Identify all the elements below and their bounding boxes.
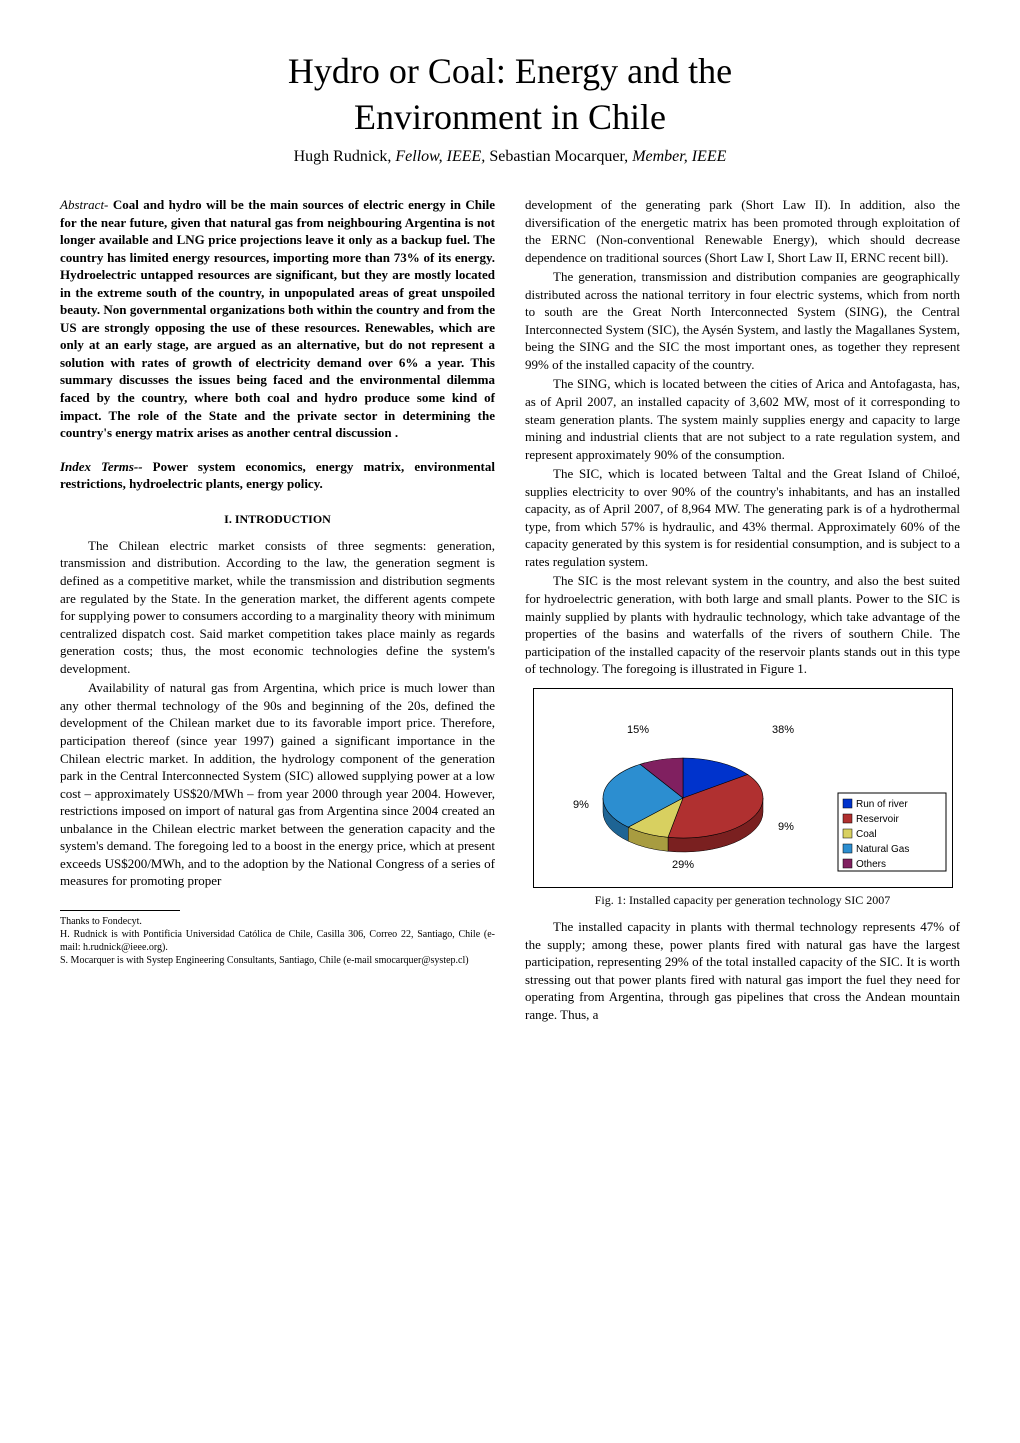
author1-affil: Fellow, IEEE, xyxy=(395,148,489,165)
svg-text:9%: 9% xyxy=(573,799,589,811)
section-heading-introduction: I. INTRODUCTION xyxy=(60,511,495,527)
abstract-text: Coal and hydro will be the main sources … xyxy=(60,197,495,440)
svg-text:Others: Others xyxy=(856,859,886,870)
pie-chart-svg: 15% 38% 9% 29% 9% Run of river Reservoir Coal Na… xyxy=(533,688,953,888)
svg-text:Coal: Coal xyxy=(856,829,877,840)
two-column-layout: Abstract- Coal and hydro will be the mai… xyxy=(60,196,960,1025)
abstract-label: Abstract- xyxy=(60,197,113,212)
index-terms: Index Terms-- Power system economics, en… xyxy=(60,458,495,493)
svg-text:Natural Gas: Natural Gas xyxy=(856,844,909,855)
footnote-2: H. Rudnick is with Pontificia Universida… xyxy=(60,928,495,954)
right-para-1: development of the generating park (Shor… xyxy=(525,196,960,266)
svg-text:15%: 15% xyxy=(626,724,648,736)
footnote-1: Thanks to Fondecyt. xyxy=(60,915,495,928)
svg-text:29%: 29% xyxy=(671,859,693,871)
svg-text:Reservoir: Reservoir xyxy=(856,814,899,825)
right-para-2: The generation, transmission and distrib… xyxy=(525,268,960,373)
footnote-3: S. Mocarquer is with Systep Engineering … xyxy=(60,954,495,967)
right-para-5: The SIC is the most relevant system in t… xyxy=(525,572,960,677)
footnote-separator xyxy=(60,910,180,911)
paper-title-line2: Environment in Chile xyxy=(60,96,960,138)
author1-name: Hugh Rudnick, xyxy=(294,148,396,165)
abstract: Abstract- Coal and hydro will be the mai… xyxy=(60,196,495,442)
figure-1-pie-chart: 15% 38% 9% 29% 9% Run of river Reservoir Coal Na… xyxy=(525,688,960,888)
paper-title-line1: Hydro or Coal: Energy and the xyxy=(60,50,960,92)
left-column: Abstract- Coal and hydro will be the mai… xyxy=(60,196,495,1025)
authors-line: Hugh Rudnick, Fellow, IEEE, Sebastian Mo… xyxy=(60,148,960,166)
figure-1-caption: Fig. 1: Installed capacity per generatio… xyxy=(525,892,960,908)
right-para-4: The SIC, which is located between Taltal… xyxy=(525,465,960,570)
author2-affil: Member, IEEE xyxy=(632,148,726,165)
svg-text:Run of river: Run of river xyxy=(856,799,908,810)
left-para-2: Availability of natural gas from Argenti… xyxy=(60,679,495,890)
right-column: development of the generating park (Shor… xyxy=(525,196,960,1025)
index-terms-label: Index Terms-- xyxy=(60,459,153,474)
author2-name: Sebastian Mocarquer, xyxy=(489,148,632,165)
left-para-1: The Chilean electric market consists of … xyxy=(60,537,495,677)
svg-text:38%: 38% xyxy=(771,724,793,736)
right-para-3: The SING, which is located between the c… xyxy=(525,375,960,463)
right-para-6: The installed capacity in plants with th… xyxy=(525,918,960,1023)
svg-text:9%: 9% xyxy=(778,821,794,833)
